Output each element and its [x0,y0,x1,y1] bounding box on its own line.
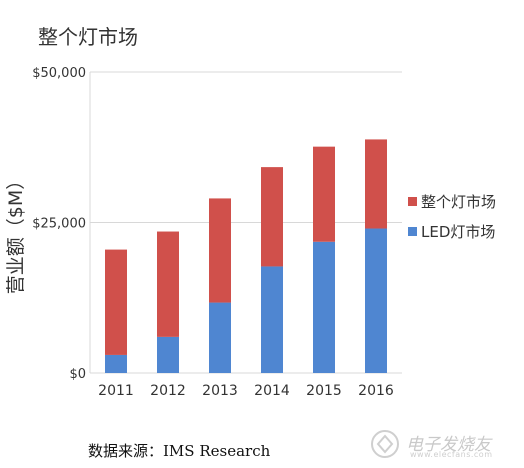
watermark-url: www.elecfans.com [410,450,493,459]
x-tick-label: 2012 [150,383,186,399]
watermark-logo-icon [371,430,399,458]
bars [105,139,387,373]
x-tick-label: 2011 [98,383,134,399]
legend: 整个灯市场 LED灯市场 [408,193,496,241]
watermark: 电子发烧友 www.elecfans.com [366,424,516,464]
bar-segment [209,302,231,373]
legend-swatch [408,197,417,206]
y-tick-label: $0 [69,367,86,382]
bar-segment [157,231,179,337]
legend-label: LED灯市场 [421,223,495,241]
gridlines [89,71,402,374]
y-tick-label: $50,000 [32,66,86,81]
x-tick-label: 2013 [202,383,238,399]
bar-segment [261,266,283,373]
bar-segment [105,354,127,373]
y-tick-label: $25,000 [32,217,86,232]
bar-segment [365,228,387,373]
y-axis-label: 营业额（$M） [5,171,27,294]
x-tick-label: 2014 [254,383,290,399]
bar-segment [209,198,231,303]
y-tick-labels: $0 $25,000 $50,000 [32,66,86,382]
bar-segment [157,336,179,373]
bar-segment [365,139,387,229]
watermark-text: 电子发烧友 [406,435,491,455]
chart-title: 整个灯市场 [38,25,138,49]
x-tick-label: 2015 [306,383,342,399]
bar-segment [105,249,127,355]
bar-segment [261,167,283,267]
bar-segment [313,241,335,373]
x-tick-label: 2016 [358,383,394,399]
legend-label: 整个灯市场 [421,193,496,211]
data-source-note: 数据来源：IMS Research [88,442,271,460]
bar-segment [313,146,335,242]
legend-swatch [408,227,417,236]
stacked-bar-chart: 整个灯市场 $0$25,000$50,000 2011 2012 2013 2014 2… [5,25,496,399]
x-tick-labels: 2011 2012 2013 2014 2015 2016 [98,383,394,399]
